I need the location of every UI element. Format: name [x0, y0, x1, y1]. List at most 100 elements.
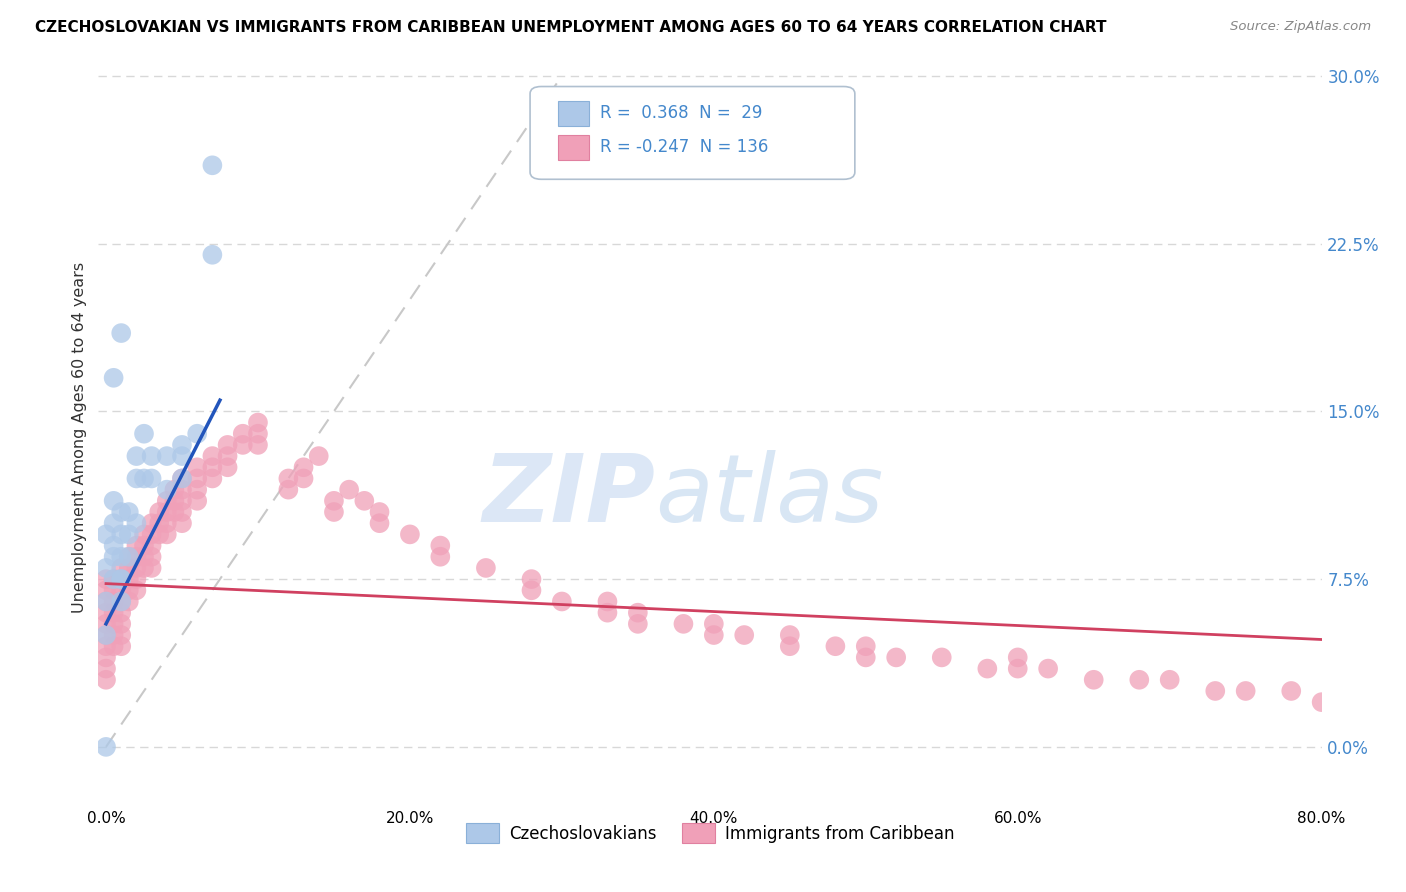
Immigrants from Caribbean: [110, 639, 132, 653]
Immigrants from Caribbean: [118, 583, 141, 598]
Immigrants from Caribbean: [125, 549, 148, 564]
Immigrants from Caribbean: [141, 516, 163, 531]
Immigrants from Caribbean: [429, 539, 451, 553]
Immigrants from Caribbean: [1128, 673, 1150, 687]
Immigrants from Caribbean: [596, 606, 619, 620]
Czechoslovakians: [110, 594, 132, 608]
Immigrants from Caribbean: [855, 639, 877, 653]
Immigrants from Caribbean: [132, 561, 155, 575]
Czechoslovakians: [118, 527, 141, 541]
Immigrants from Caribbean: [1007, 650, 1029, 665]
Czechoslovakians: [170, 471, 193, 485]
Immigrants from Caribbean: [1159, 673, 1181, 687]
Immigrants from Caribbean: [110, 583, 132, 598]
Czechoslovakians: [103, 572, 125, 586]
Immigrants from Caribbean: [103, 606, 125, 620]
Immigrants from Caribbean: [232, 438, 254, 452]
Immigrants from Caribbean: [94, 606, 117, 620]
Immigrants from Caribbean: [103, 583, 125, 598]
Immigrants from Caribbean: [118, 594, 141, 608]
Czechoslovakians: [103, 371, 125, 385]
Immigrants from Caribbean: [201, 460, 224, 475]
Czechoslovakians: [186, 426, 208, 441]
Immigrants from Caribbean: [246, 438, 269, 452]
Immigrants from Caribbean: [627, 606, 650, 620]
Immigrants from Caribbean: [170, 505, 193, 519]
Immigrants from Caribbean: [217, 438, 239, 452]
Immigrants from Caribbean: [103, 628, 125, 642]
Immigrants from Caribbean: [125, 561, 148, 575]
Immigrants from Caribbean: [1234, 684, 1257, 698]
Czechoslovakians: [110, 527, 132, 541]
Czechoslovakians: [94, 594, 117, 608]
Immigrants from Caribbean: [217, 460, 239, 475]
Immigrants from Caribbean: [110, 572, 132, 586]
Immigrants from Caribbean: [94, 594, 117, 608]
Immigrants from Caribbean: [246, 416, 269, 430]
Czechoslovakians: [141, 449, 163, 463]
Immigrants from Caribbean: [118, 572, 141, 586]
Czechoslovakians: [110, 549, 132, 564]
Immigrants from Caribbean: [186, 493, 208, 508]
Immigrants from Caribbean: [110, 561, 132, 575]
Immigrants from Caribbean: [337, 483, 360, 497]
Czechoslovakians: [156, 483, 179, 497]
Immigrants from Caribbean: [125, 572, 148, 586]
Immigrants from Caribbean: [399, 527, 422, 541]
Immigrants from Caribbean: [1310, 695, 1333, 709]
Immigrants from Caribbean: [132, 527, 155, 541]
Czechoslovakians: [118, 505, 141, 519]
Czechoslovakians: [170, 449, 193, 463]
Text: atlas: atlas: [655, 450, 883, 541]
Immigrants from Caribbean: [94, 650, 117, 665]
Czechoslovakians: [110, 572, 132, 586]
Immigrants from Caribbean: [132, 539, 155, 553]
Immigrants from Caribbean: [672, 616, 695, 631]
Immigrants from Caribbean: [163, 493, 186, 508]
Immigrants from Caribbean: [110, 594, 132, 608]
Immigrants from Caribbean: [118, 549, 141, 564]
Immigrants from Caribbean: [141, 549, 163, 564]
Immigrants from Caribbean: [277, 483, 299, 497]
Czechoslovakians: [118, 549, 141, 564]
Czechoslovakians: [103, 516, 125, 531]
Immigrants from Caribbean: [156, 493, 179, 508]
Immigrants from Caribbean: [148, 516, 170, 531]
Immigrants from Caribbean: [170, 471, 193, 485]
Immigrants from Caribbean: [1083, 673, 1105, 687]
Immigrants from Caribbean: [368, 516, 391, 531]
Czechoslovakians: [103, 539, 125, 553]
Immigrants from Caribbean: [232, 426, 254, 441]
Immigrants from Caribbean: [141, 539, 163, 553]
Immigrants from Caribbean: [125, 539, 148, 553]
Immigrants from Caribbean: [323, 505, 346, 519]
Y-axis label: Unemployment Among Ages 60 to 64 years: Unemployment Among Ages 60 to 64 years: [72, 261, 87, 613]
Czechoslovakians: [110, 505, 132, 519]
Czechoslovakians: [201, 158, 224, 172]
Immigrants from Caribbean: [94, 583, 117, 598]
Immigrants from Caribbean: [186, 460, 208, 475]
Immigrants from Caribbean: [94, 639, 117, 653]
Immigrants from Caribbean: [429, 549, 451, 564]
Czechoslovakians: [125, 449, 148, 463]
Legend: Czechoslovakians, Immigrants from Caribbean: Czechoslovakians, Immigrants from Caribb…: [458, 817, 962, 849]
Immigrants from Caribbean: [141, 561, 163, 575]
Immigrants from Caribbean: [94, 628, 117, 642]
Czechoslovakians: [156, 449, 179, 463]
Immigrants from Caribbean: [217, 449, 239, 463]
Immigrants from Caribbean: [201, 471, 224, 485]
Text: Source: ZipAtlas.com: Source: ZipAtlas.com: [1230, 20, 1371, 33]
Immigrants from Caribbean: [148, 527, 170, 541]
Immigrants from Caribbean: [292, 460, 315, 475]
Immigrants from Caribbean: [353, 493, 375, 508]
Immigrants from Caribbean: [170, 483, 193, 497]
Immigrants from Caribbean: [855, 650, 877, 665]
Immigrants from Caribbean: [94, 572, 117, 586]
Immigrants from Caribbean: [596, 594, 619, 608]
Immigrants from Caribbean: [323, 493, 346, 508]
Immigrants from Caribbean: [201, 449, 224, 463]
Immigrants from Caribbean: [368, 505, 391, 519]
Czechoslovakians: [110, 572, 132, 586]
Immigrants from Caribbean: [703, 616, 725, 631]
Immigrants from Caribbean: [1204, 684, 1226, 698]
